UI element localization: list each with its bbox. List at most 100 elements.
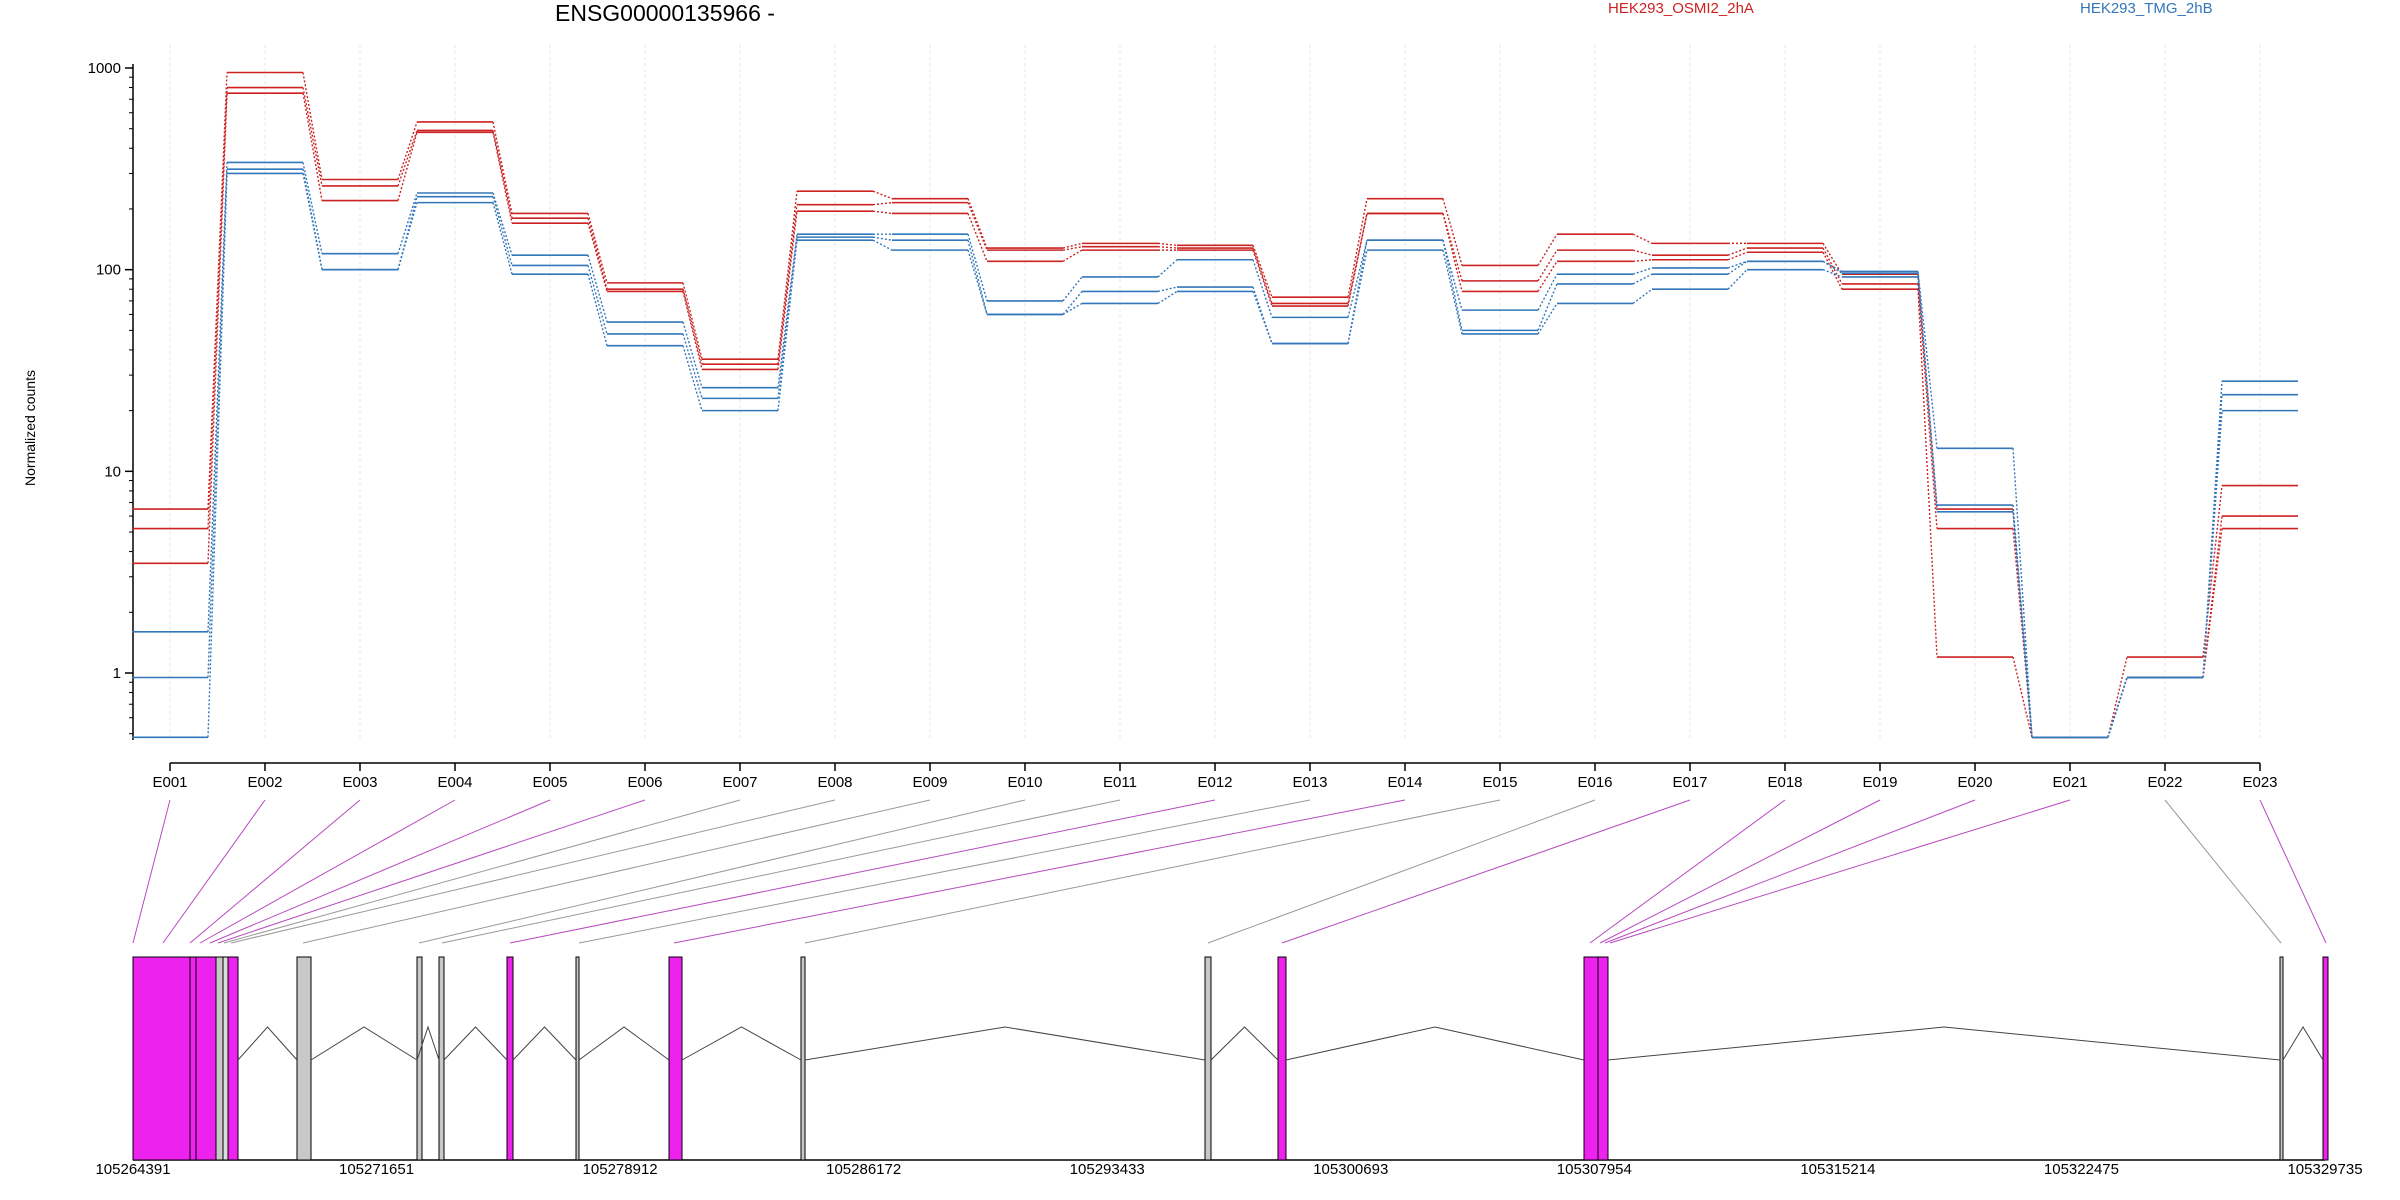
series-connector: [1537, 233, 1558, 266]
x-tick-label: E008: [817, 774, 852, 791]
x-tick-label: E021: [2052, 774, 2087, 791]
series-connector: [1442, 249, 1463, 335]
coordinate-label: 105264391: [95, 1161, 170, 1178]
series-connector: [1537, 260, 1558, 292]
coordinate-label: 105300693: [1313, 1161, 1388, 1178]
exon-block: [132, 956, 191, 1161]
exon-mapping-line: [1281, 799, 1691, 944]
series-connector: [682, 321, 703, 388]
series-connector: [682, 333, 703, 399]
exon-block: [2322, 956, 2329, 1161]
series-connector: [1632, 273, 1653, 285]
exon-block: [800, 956, 806, 1161]
series-connector: [587, 254, 608, 323]
exon-block: [195, 956, 217, 1161]
x-tick-label: E019: [1862, 774, 1897, 791]
series-connector: [1822, 251, 1843, 290]
series-connector: [397, 130, 418, 187]
y-tick-label: 1: [113, 665, 121, 682]
series-connector: [967, 213, 988, 262]
coordinate-label: 105271651: [339, 1161, 414, 1178]
series-connector: [1157, 259, 1178, 278]
series-connector: [1917, 283, 1938, 529]
exon-block: [296, 956, 312, 1161]
series-connector: [777, 204, 798, 365]
series-connector: [587, 265, 608, 335]
y-tick-label: 100: [96, 262, 121, 279]
series-connector: [1252, 291, 1273, 344]
series-connector: [967, 198, 988, 249]
intron-line: [2282, 1026, 2324, 1061]
series-connector: [2012, 509, 2033, 738]
series-connector: [2107, 656, 2128, 738]
series-connector: [2202, 515, 2223, 678]
series-connector: [1727, 269, 1748, 290]
coordinate-label: 105307954: [1557, 1161, 1632, 1178]
series-connector: [302, 72, 323, 180]
legend-item-osmi2: HEK293_OSMI2_2hA: [1608, 0, 1754, 17]
series-connector: [1442, 213, 1463, 292]
exon-mapping-line: [1609, 799, 2071, 944]
series-connector: [777, 240, 798, 411]
series-connector: [302, 173, 323, 270]
exon-mapping-line: [441, 799, 1121, 944]
exon-mapping-line: [1599, 799, 1881, 944]
series-connector: [397, 121, 418, 180]
exon-mapping-line: [199, 799, 456, 944]
series-connector: [302, 87, 323, 187]
series-connector: [777, 191, 798, 360]
series-connector: [1157, 245, 1178, 249]
series-connector: [682, 289, 703, 365]
series-connector: [207, 93, 228, 564]
series-connector: [1822, 243, 1843, 275]
series-connector: [302, 93, 323, 201]
exon-mapping-line: [1604, 799, 1976, 944]
x-tick-label: E002: [247, 774, 282, 791]
series-connector: [1252, 259, 1273, 318]
x-tick-label: E004: [437, 774, 472, 791]
series-connector: [492, 130, 513, 219]
series-connector: [492, 121, 513, 214]
exon-mapping-line: [1589, 799, 1786, 944]
coordinate-label: 105286172: [826, 1161, 901, 1178]
exon-mapping-line: [2164, 799, 2282, 944]
series-connector: [872, 210, 893, 215]
intron-line: [681, 1026, 802, 1061]
x-tick-label: E009: [912, 774, 947, 791]
series-connector: [1727, 260, 1748, 275]
series-connector: [777, 237, 798, 399]
series-connector: [872, 236, 893, 241]
exon-mapping-line: [132, 799, 171, 944]
x-tick-label: E011: [1103, 774, 1137, 791]
series-connector: [967, 233, 988, 302]
series-connector: [2202, 485, 2223, 658]
exon-block: [506, 956, 514, 1161]
intron-line: [1607, 1026, 2281, 1061]
exon-mapping-line: [230, 799, 836, 944]
x-tick-label: E017: [1672, 774, 1707, 791]
intron-line: [416, 1025, 440, 1061]
exon-block: [189, 956, 197, 1161]
legend-item-tmg: HEK293_TMG_2hB: [2080, 0, 2213, 17]
series-connector: [967, 249, 988, 315]
series-connector: [397, 132, 418, 201]
series-connector: [1727, 251, 1748, 261]
series-connector: [587, 223, 608, 292]
series-connector: [1252, 247, 1273, 304]
coordinate-label: 105329735: [2287, 1161, 2362, 1178]
coordinate-label: 105293433: [1070, 1161, 1145, 1178]
series-connector: [1822, 269, 1843, 278]
series-connector: [682, 291, 703, 370]
exon-block: [2279, 956, 2284, 1161]
x-tick-label: E003: [342, 774, 377, 791]
exon-block: [222, 956, 229, 1161]
series-connector: [397, 192, 418, 254]
series-connector: [2107, 677, 2128, 738]
series-connector: [587, 213, 608, 284]
intron-line: [512, 1026, 577, 1061]
series-connector: [1347, 198, 1368, 298]
exon-mapping-line: [162, 799, 266, 944]
series-connector: [587, 218, 608, 290]
series-connector: [682, 345, 703, 411]
